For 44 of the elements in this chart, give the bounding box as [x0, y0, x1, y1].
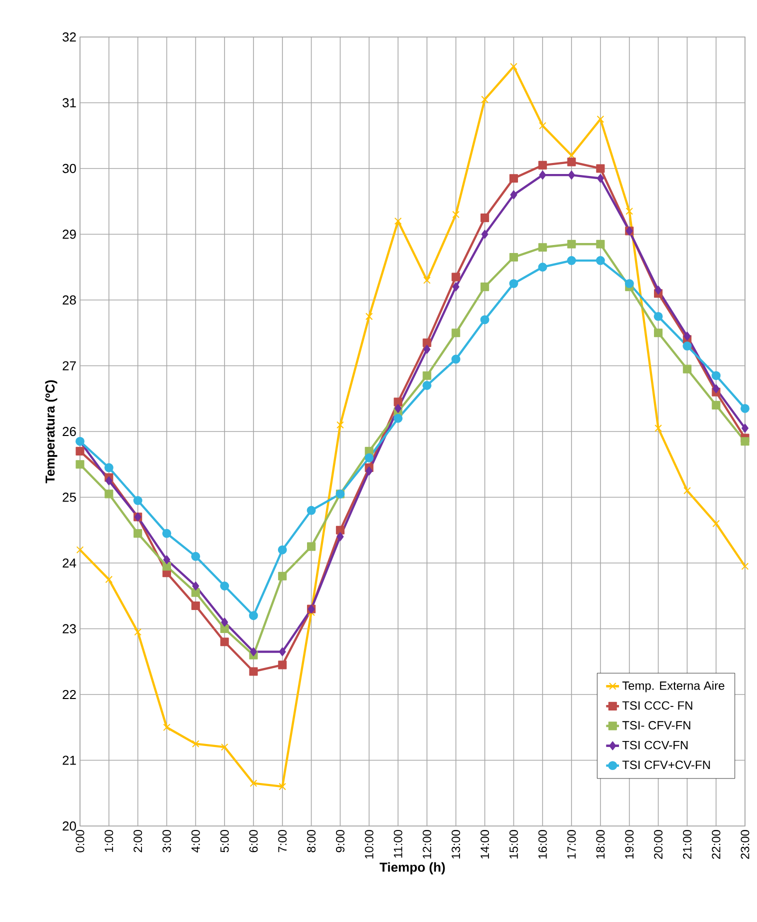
x-tick-label: 4:00: [191, 830, 200, 853]
x-tick-label: 11:00: [394, 830, 402, 858]
x-tick-label: 18:00: [596, 830, 605, 859]
x-tick-label: 21:00: [682, 830, 692, 859]
x-tick-label: 3:00: [162, 830, 171, 852]
y-tick-label: 25: [62, 492, 76, 502]
x-tick-label: 2:00: [134, 830, 142, 852]
x-tick-label: 20:00: [654, 830, 662, 859]
x-tick-label: 7:00: [278, 830, 287, 852]
x-tick-label: 16:00: [538, 830, 547, 859]
y-tick-label: 20: [62, 821, 76, 831]
y-axis-title: Temperatura (ºC): [45, 380, 58, 484]
x-tick-label: 5:00: [220, 830, 229, 852]
x-tick-label: 22:00: [712, 830, 720, 859]
x-axis-title: Tiempo (h): [380, 862, 445, 874]
y-tick-label: 29: [62, 230, 76, 239]
x-tick-label: 9:00: [336, 830, 344, 852]
x-tick-label: 17:00: [567, 830, 576, 859]
x-tick-label: 13:00: [452, 830, 460, 859]
legend-label: TSI CCV-FN: [622, 740, 688, 750]
x-tick-label: 1:00: [104, 830, 114, 852]
x-tick-label: 14:00: [480, 830, 490, 859]
y-tick-label: 26: [62, 426, 76, 436]
y-tick-label: 21: [62, 756, 76, 765]
x-tick-label: 8:00: [307, 830, 316, 852]
x-tick-label: 6:00: [249, 830, 258, 852]
y-tick-label: 24: [62, 558, 76, 568]
y-tick-label: 27: [62, 361, 76, 370]
x-tick-label: 15:00: [509, 830, 518, 859]
legend-label: TSI- CFV-FN: [622, 721, 690, 730]
legend-label: TSI CCC- FN: [622, 701, 692, 710]
y-tick-label: 23: [62, 624, 76, 634]
x-tick-label: 0:00: [76, 830, 84, 852]
y-tick-label: 32: [62, 32, 76, 42]
x-tick-label: 12:00: [422, 830, 432, 859]
x-tick-label: 10:00: [364, 830, 374, 859]
x-tick-label: 19:00: [625, 830, 634, 859]
y-tick-label: 30: [62, 164, 76, 174]
legend-label: TSI CFV+CV-FN: [622, 760, 710, 770]
legend-label: Temp. Externa Aire: [622, 681, 724, 692]
x-tick-label: 23:00: [740, 830, 750, 859]
y-tick-label: 22: [62, 690, 76, 700]
y-tick-label: 31: [62, 98, 76, 108]
y-tick-label: 28: [62, 295, 76, 305]
